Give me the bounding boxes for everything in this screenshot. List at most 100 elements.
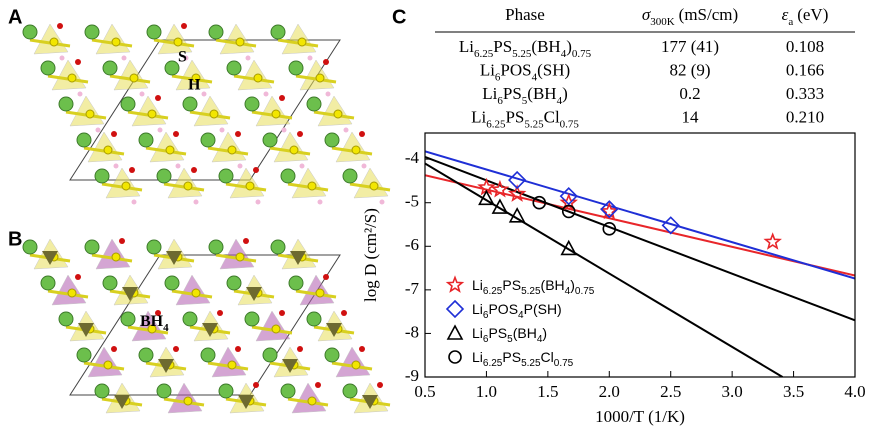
atom	[114, 164, 119, 169]
atom	[111, 131, 117, 137]
atom	[325, 348, 339, 362]
fit-line	[425, 164, 783, 378]
table-header: σ300K(mS/cm)	[642, 5, 738, 28]
table-cell: Li6POS4(SH)	[480, 60, 570, 83]
atom	[228, 361, 236, 369]
atom	[308, 56, 313, 61]
atom	[272, 110, 280, 118]
atom	[191, 167, 197, 173]
x-tick-label: 3.5	[783, 382, 804, 401]
header-unit: (eV)	[797, 5, 828, 24]
atom	[297, 131, 303, 137]
atom	[352, 146, 360, 154]
atom	[59, 312, 73, 326]
atom	[227, 61, 241, 75]
atom	[155, 95, 161, 101]
atom	[316, 74, 324, 82]
header-sub: a	[788, 16, 793, 28]
table-cell: Li6PS5(BH4)	[482, 84, 567, 107]
atom	[23, 240, 37, 254]
atom	[181, 23, 187, 29]
atom	[85, 25, 99, 39]
atom	[132, 200, 137, 205]
atom	[362, 164, 367, 169]
atom	[183, 97, 197, 111]
atom	[289, 61, 303, 75]
crystal-structures	[23, 23, 390, 413]
panel-label: C	[392, 6, 406, 28]
atom-label: S	[178, 49, 187, 66]
atom	[103, 61, 117, 75]
atom	[380, 200, 385, 205]
atom	[279, 95, 285, 101]
atom	[209, 25, 223, 39]
atom	[344, 128, 349, 133]
table-cell: 0.333	[786, 84, 824, 103]
point	[766, 234, 780, 248]
legend-marker	[448, 326, 462, 339]
atom	[316, 289, 324, 297]
y-axis-label: log D (cm²/S)	[361, 208, 380, 302]
x-tick-label: 3.0	[722, 382, 743, 401]
atom	[256, 200, 261, 205]
atom	[75, 274, 81, 280]
atom	[174, 38, 182, 46]
atom	[184, 182, 192, 190]
atom	[104, 146, 112, 154]
atom	[326, 92, 331, 97]
atom	[370, 182, 378, 190]
atom	[139, 348, 153, 362]
atom	[165, 61, 179, 75]
atom	[202, 92, 207, 97]
atom	[194, 200, 199, 205]
atom	[78, 92, 83, 97]
atom	[209, 240, 223, 254]
atom	[57, 23, 63, 29]
atom	[77, 133, 91, 147]
atom	[41, 276, 55, 290]
atom	[157, 384, 171, 398]
table-cell: 0.108	[786, 37, 824, 56]
atom	[272, 325, 280, 333]
figure: A B C S H BH4 Phase σ300K(mS/cm) εa(eV) …	[0, 0, 871, 430]
atom	[297, 346, 303, 352]
atom	[112, 38, 120, 46]
y-tick-label: -9	[405, 366, 419, 385]
table-cell: 177 (41)	[661, 37, 719, 56]
atom	[173, 346, 179, 352]
legend-label: Li6POS4P(SH)	[472, 301, 562, 321]
atom	[281, 384, 295, 398]
atom	[129, 167, 135, 173]
atom	[359, 346, 365, 352]
table-header: Phase	[505, 5, 545, 24]
atom	[60, 56, 65, 61]
atom	[75, 59, 81, 65]
y-tick-label: -5	[405, 192, 419, 211]
atom	[300, 164, 305, 169]
panel-label: A	[8, 6, 22, 28]
atom	[68, 74, 76, 82]
table-cell: Li6.25PS5.25Cl0.75	[471, 107, 579, 130]
atom	[253, 382, 259, 388]
atom	[228, 146, 236, 154]
atom	[264, 92, 269, 97]
atom	[147, 240, 161, 254]
atom	[343, 384, 357, 398]
atom	[59, 97, 73, 111]
atom	[111, 346, 117, 352]
x-tick-label: 2.5	[660, 382, 681, 401]
atom	[96, 128, 101, 133]
atom	[315, 382, 321, 388]
atom	[298, 38, 306, 46]
chart: 0.51.01.52.02.53.03.54.0-4-5-6-7-8-91000…	[361, 133, 866, 426]
atom	[139, 133, 153, 147]
table-cell: 82 (9)	[669, 60, 710, 79]
atom	[245, 312, 259, 326]
atom	[103, 276, 117, 290]
atom	[289, 276, 303, 290]
table-cell: 0.166	[786, 60, 824, 79]
atom	[104, 361, 112, 369]
atom	[238, 164, 243, 169]
atom	[122, 56, 127, 61]
atom-label: H	[188, 77, 201, 94]
